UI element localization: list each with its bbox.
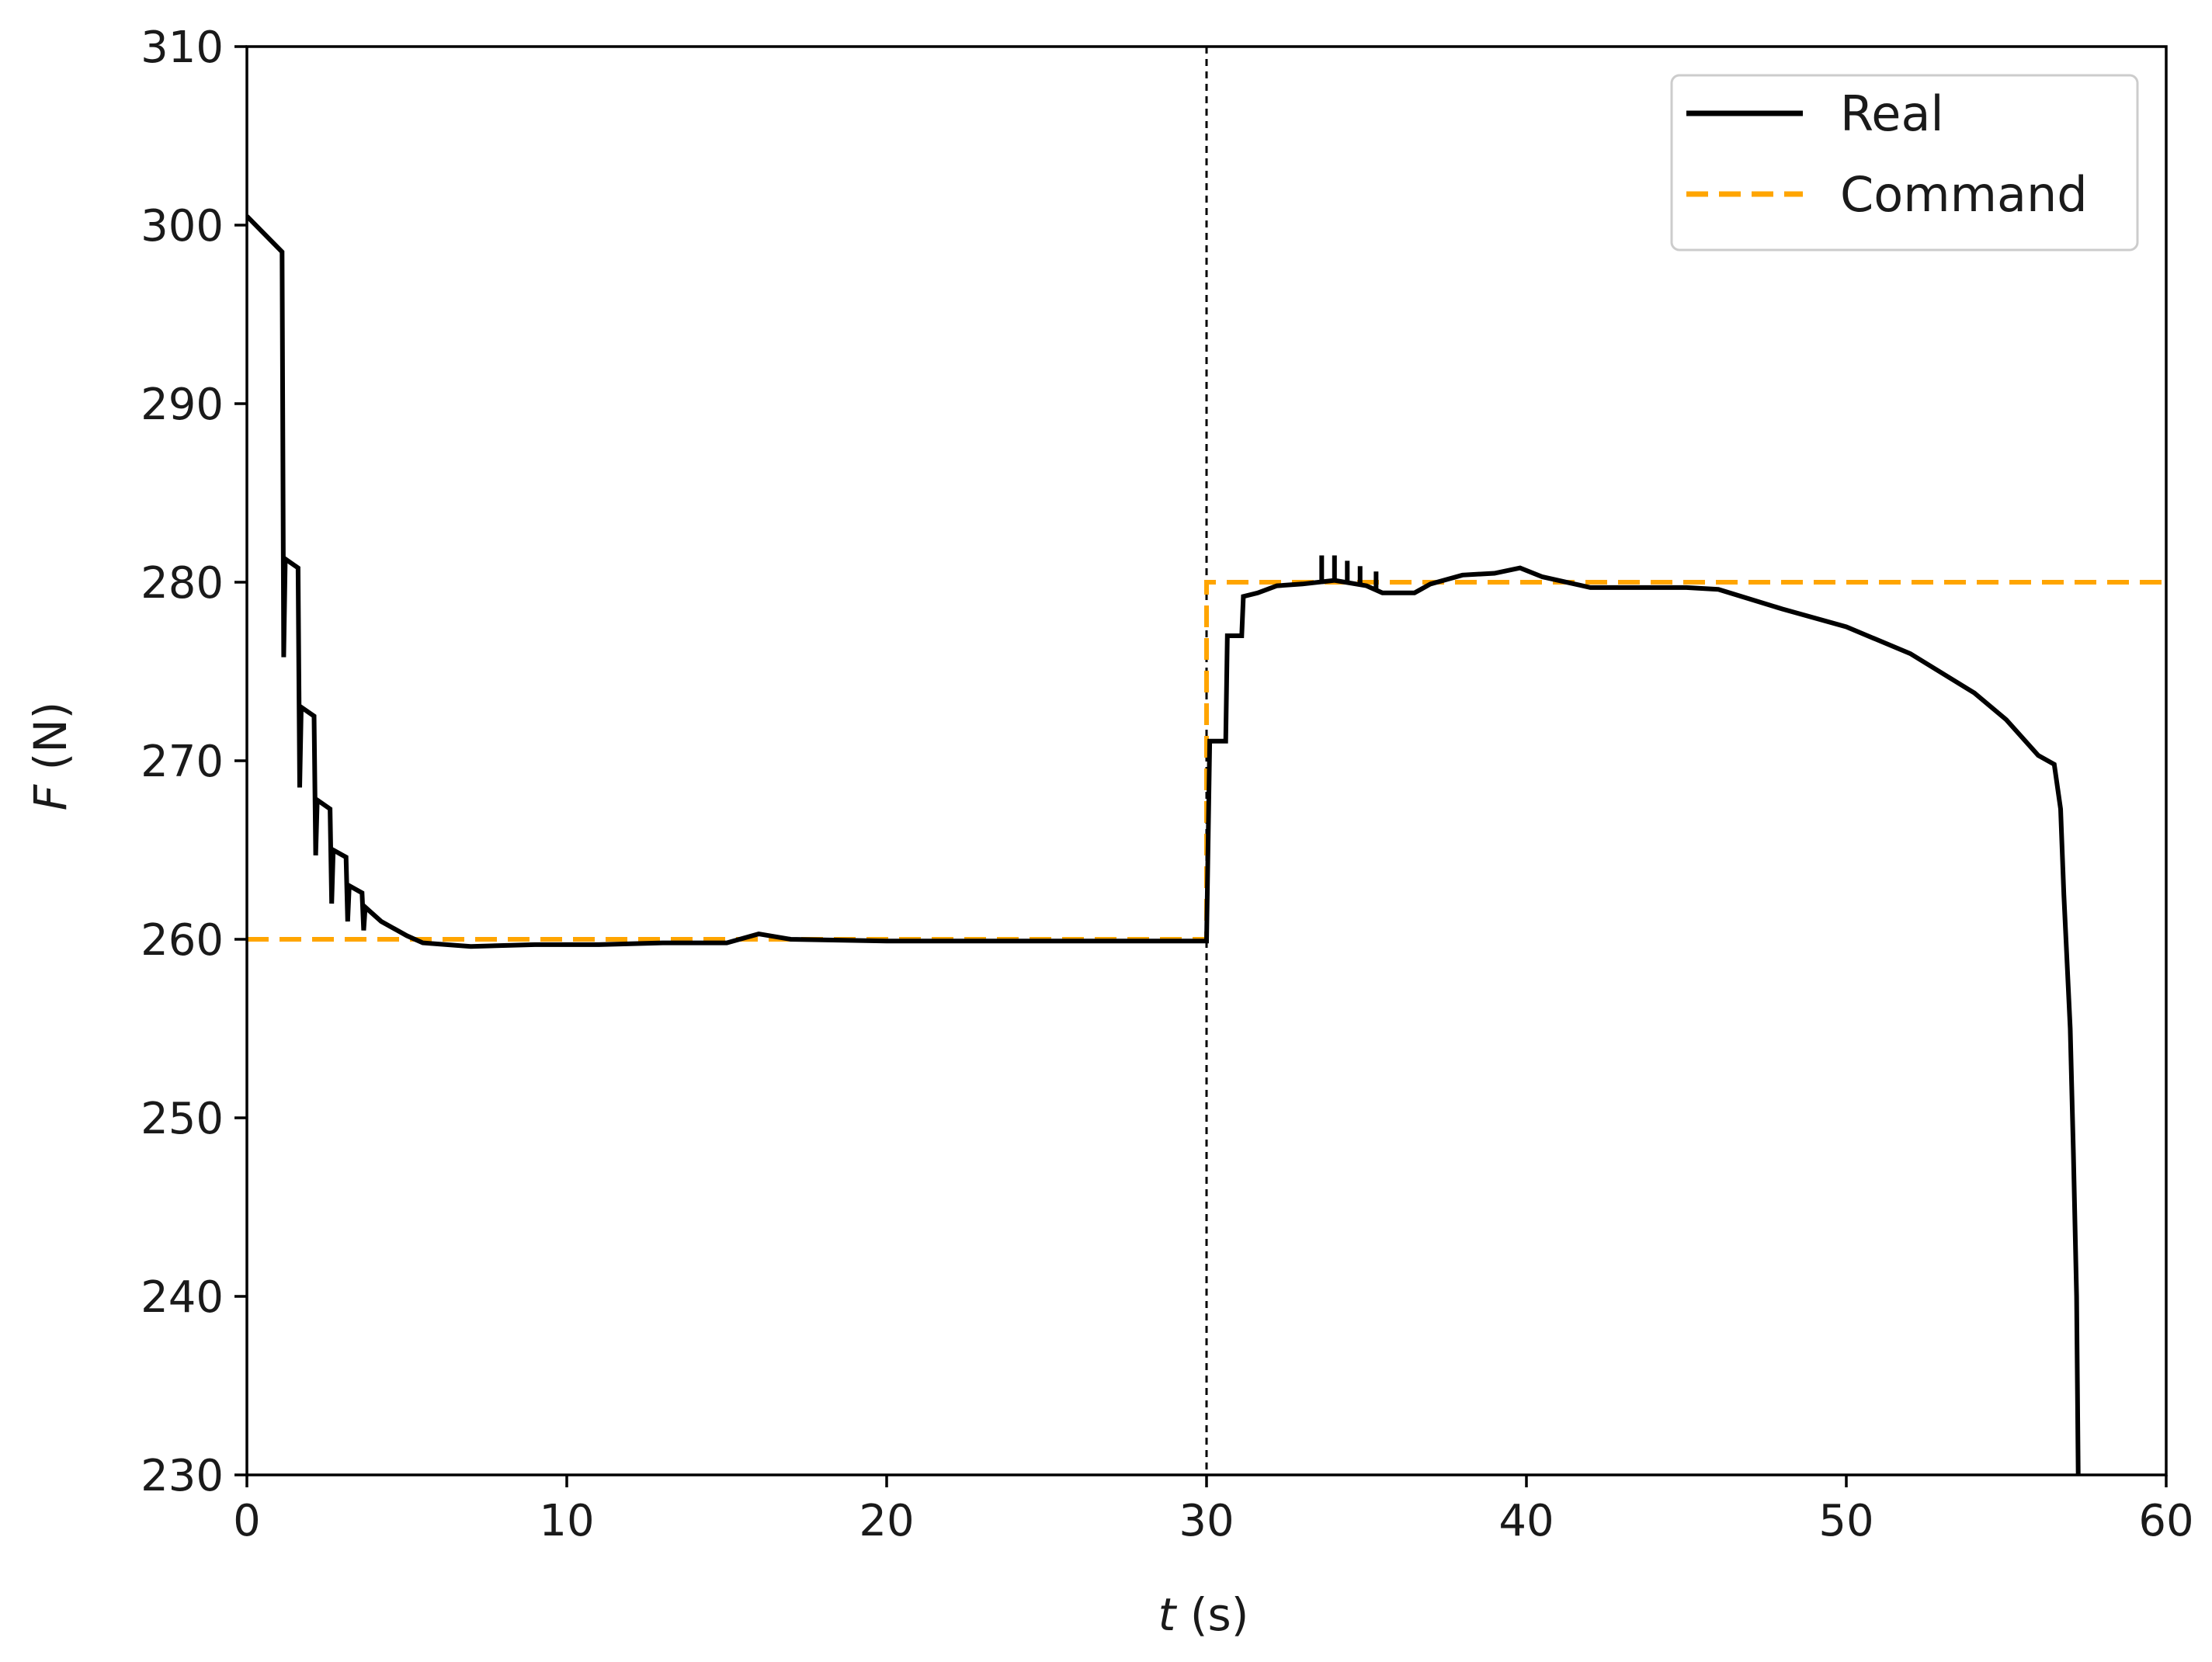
y-tick-label-6: 290 [141,380,224,430]
x-axis-label: t (s) [1158,1588,1249,1641]
y-tick-label-7: 300 [141,201,224,252]
x-axis-label-var: t [1158,1588,1178,1641]
series-group [247,47,2166,1475]
legend-box [1670,74,2139,252]
y-tick-label-0: 230 [141,1451,224,1501]
x-tick-label-6: 60 [2138,1496,2193,1546]
legend-label-real: Real [1840,85,1944,142]
legend-label-command: Command [1840,166,2088,223]
x-tick-label-3: 30 [1179,1496,1234,1546]
y-tick-label-2: 250 [141,1094,224,1144]
y-tick-label-5: 280 [141,558,224,609]
x-tick-label-0: 0 [233,1496,261,1546]
y-axis-label-unit: (N) [24,702,77,785]
x-tick-label-2: 20 [859,1496,914,1546]
x-axis-label-unit: (s) [1175,1588,1248,1641]
legend: Real Command [1670,74,2139,252]
y-axis-label-var: F [24,783,77,810]
axis-ticks: 0 10 20 30 40 50 60 230 240 250 260 270 280 290 300 310 [141,23,2194,1546]
y-axis-label: F (N) [24,702,77,810]
x-tick-label-1: 10 [539,1496,594,1546]
y-tick-label-8: 310 [141,23,224,73]
y-tick-label-3: 260 [141,915,224,966]
x-tick-label-5: 50 [1818,1496,1873,1546]
x-tick-label-4: 40 [1498,1496,1554,1546]
series-real-line [247,214,2081,1475]
y-tick-label-1: 240 [141,1272,224,1323]
y-tick-label-4: 270 [141,737,224,787]
plot-area [245,45,2168,1476]
series-command-line [247,580,2166,942]
